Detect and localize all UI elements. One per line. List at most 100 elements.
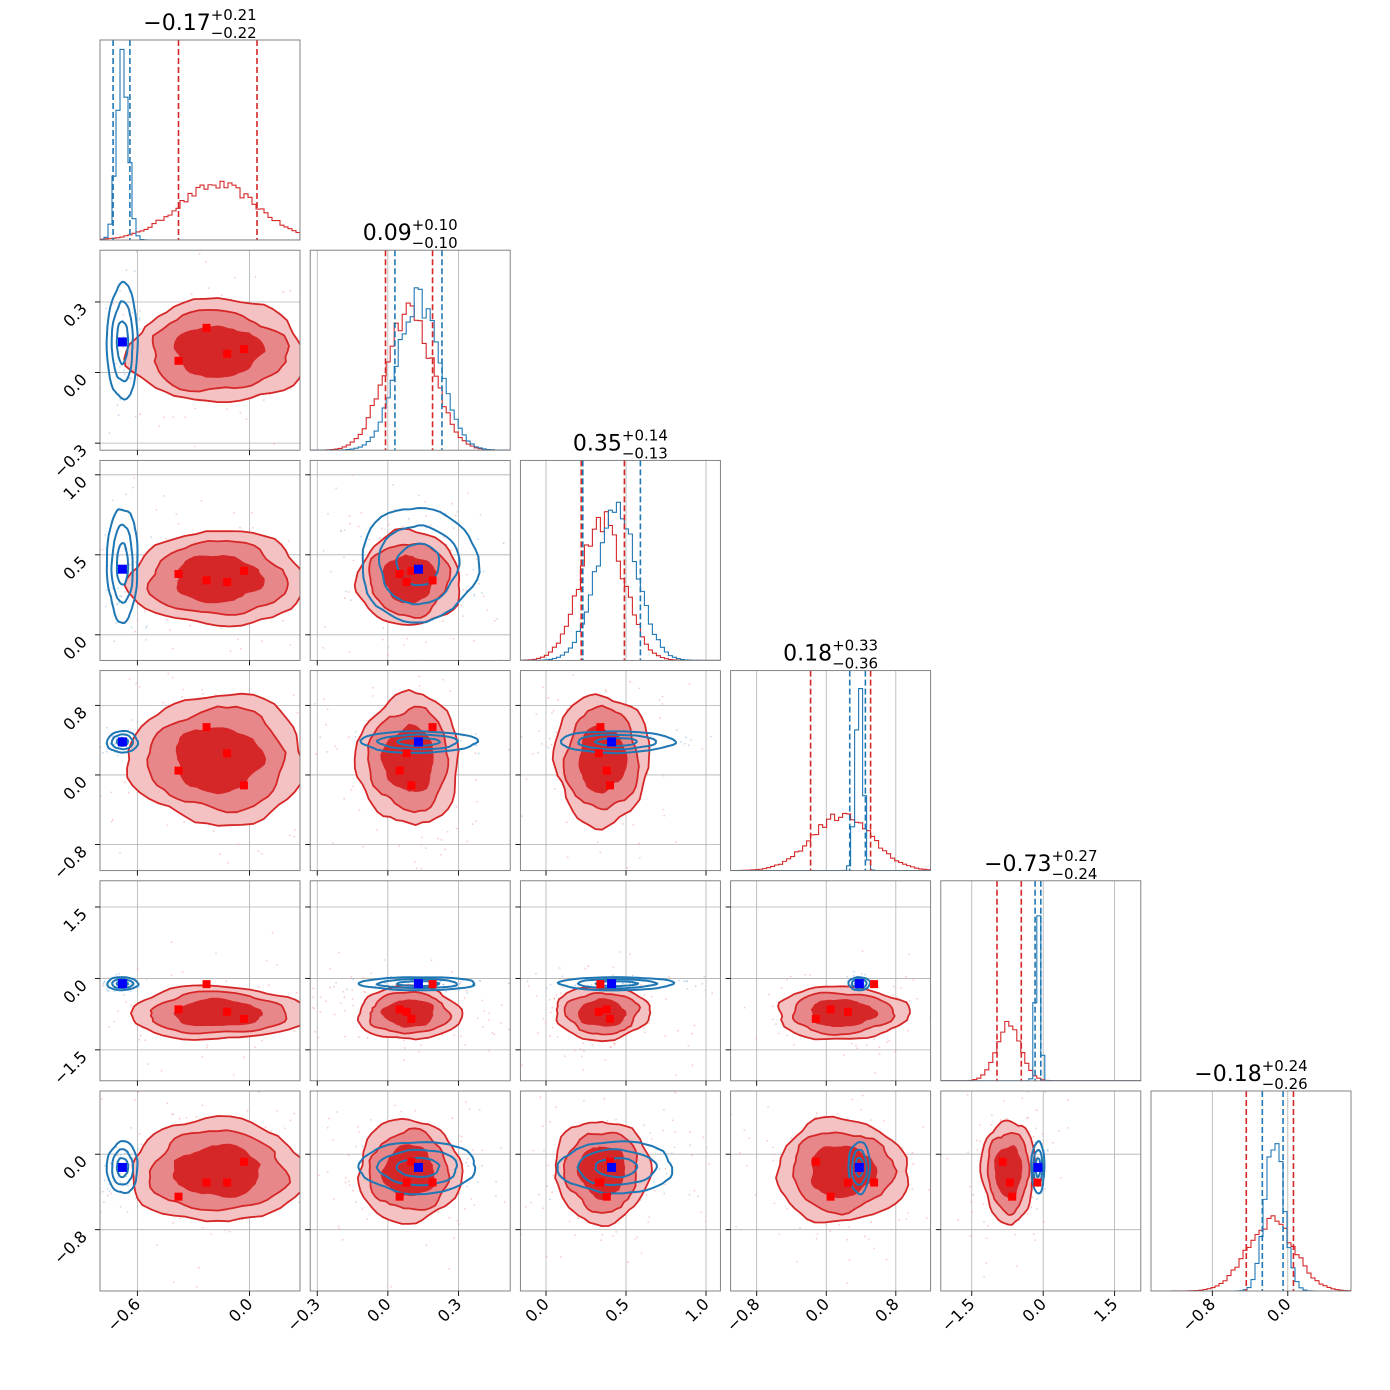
y-tick-label: 0.8	[59, 703, 90, 734]
blue-sample-point	[125, 269, 128, 272]
red-sample-point	[1020, 1088, 1022, 1090]
blue-contour-1	[105, 280, 139, 401]
red-sample-point	[296, 711, 299, 714]
red-sample-point	[873, 1247, 875, 1250]
red-sample-point	[156, 1244, 158, 1246]
red-sample-point	[553, 997, 556, 1000]
red-sample-point	[662, 808, 665, 811]
panel-title-4: 0.18+0.33 −0.36	[783, 637, 878, 673]
blue-sample-point	[1036, 1198, 1038, 1200]
red-sample-point	[689, 1131, 691, 1134]
red-sample-point	[376, 829, 378, 831]
red-sample-point	[172, 416, 175, 419]
blue-sample-point	[864, 973, 866, 976]
red-sample-point	[344, 1181, 347, 1184]
y-tick-label: 0.0	[59, 976, 90, 1007]
blue-sample-point	[116, 754, 119, 757]
blue-marker	[117, 337, 127, 347]
red-sample-point	[215, 952, 217, 955]
panel-frame	[519, 880, 721, 1082]
blue-sample-point	[547, 746, 550, 749]
red-sample-point	[612, 966, 615, 969]
red-sample-point	[311, 1006, 314, 1009]
blue-sample-point	[115, 973, 118, 976]
blue-contour-2	[111, 1148, 134, 1186]
red-sample-point	[574, 1049, 577, 1052]
red-sample-point	[201, 1056, 204, 1058]
panel-background	[310, 250, 511, 451]
red-marker	[407, 1157, 416, 1166]
blue-contour-2	[111, 977, 135, 990]
red-sample-point	[57, 741, 59, 743]
blue-sample-point	[130, 626, 133, 629]
blue-sample-point	[458, 982, 461, 985]
red-sample-point	[777, 1032, 780, 1035]
red-sample-point	[358, 809, 361, 812]
y-tick-label: 0.5	[59, 552, 90, 583]
blue-sample-point	[119, 398, 121, 401]
red-sample-point	[592, 664, 594, 666]
red-marker	[239, 345, 248, 354]
red-sample-point	[167, 672, 170, 675]
blue-contour-2	[576, 978, 659, 990]
red-sample-point	[551, 712, 553, 714]
blue-sample-point	[133, 270, 136, 273]
blue-sample-point	[545, 987, 548, 989]
red-sample-point	[451, 1117, 454, 1120]
red-sample-point	[648, 1022, 651, 1024]
red-sample-point	[454, 514, 457, 517]
red-sample-point	[584, 968, 587, 970]
red-marker	[870, 980, 879, 989]
red-sample-point	[470, 1198, 473, 1200]
red-sample-point	[1048, 1322, 1050, 1324]
red-sample-point	[1034, 1239, 1037, 1242]
red-sample-point	[403, 1039, 405, 1042]
red-sample-point	[503, 1200, 506, 1203]
red-marker	[594, 1007, 603, 1016]
red-marker	[223, 349, 232, 358]
blue-sample-point	[106, 988, 109, 990]
blue-sample-point	[102, 1190, 104, 1193]
blue-sample-point	[443, 983, 445, 986]
red-sample-point	[556, 1035, 559, 1038]
red-marker	[843, 1007, 852, 1016]
red-sample-point	[236, 638, 239, 641]
red-sample-point	[257, 850, 260, 852]
red-sample-point	[536, 1032, 539, 1034]
red-sample-point	[746, 1165, 748, 1167]
blue-sample-point	[119, 1181, 122, 1183]
blue-sample-point	[549, 984, 552, 986]
blue-sample-point	[327, 513, 329, 515]
blue-contour-2	[577, 733, 658, 751]
red-sample-point	[626, 866, 629, 869]
panel-title-1: −0.17+0.21 −0.22	[143, 6, 256, 42]
red-sample-point	[347, 1154, 350, 1157]
red-sample-point	[344, 1035, 346, 1038]
red-sample-point	[387, 654, 390, 656]
red-sample-point	[612, 1235, 614, 1237]
blue-sample-point	[643, 1124, 645, 1127]
red-sample-point	[615, 1118, 617, 1121]
red-sample-point	[111, 819, 114, 821]
red-sample-point	[638, 842, 641, 845]
red-sample-point	[212, 830, 215, 832]
red-sample-point	[358, 1131, 361, 1133]
red-sample-point	[790, 1137, 793, 1139]
red-sample-point	[766, 1139, 769, 1142]
red-sample-point	[304, 435, 306, 437]
red-sample-point	[262, 871, 264, 873]
blue-sample-point	[114, 742, 117, 745]
red-sample-point	[515, 1265, 517, 1267]
red-sample-point	[966, 1093, 969, 1096]
red-sample-point	[542, 1125, 544, 1128]
red-sample-point	[663, 814, 666, 817]
blue-sample-point	[502, 542, 505, 545]
blue-contour-1	[357, 1141, 477, 1196]
red-sample-point	[568, 1220, 571, 1223]
x-tick-label: 0.0	[1019, 1294, 1050, 1325]
red-sample-point	[987, 1225, 990, 1227]
red-sample-point	[171, 647, 174, 650]
red-sample-point	[855, 1044, 857, 1047]
blue-sample-point	[703, 976, 706, 978]
blue-sample-point	[496, 618, 499, 620]
